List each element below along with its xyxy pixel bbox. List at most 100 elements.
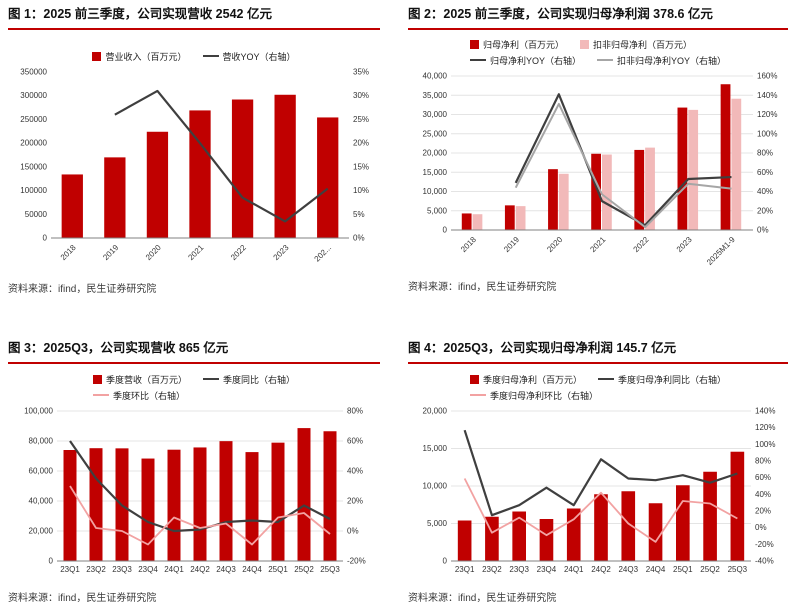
svg-text:2021: 2021 bbox=[186, 242, 205, 261]
legend-item: 季度同比（右轴） bbox=[203, 373, 295, 386]
svg-text:30%: 30% bbox=[353, 91, 369, 100]
legend-label: 扣非归母净利YOY（右轴） bbox=[617, 55, 727, 66]
svg-text:120%: 120% bbox=[755, 423, 775, 432]
svg-text:24Q4: 24Q4 bbox=[646, 565, 666, 574]
legend-item: 季度营收（百万元） bbox=[92, 373, 187, 386]
svg-text:23Q1: 23Q1 bbox=[455, 565, 475, 574]
svg-text:20,000: 20,000 bbox=[29, 526, 54, 535]
svg-text:23Q4: 23Q4 bbox=[138, 565, 158, 574]
svg-text:25Q3: 25Q3 bbox=[320, 565, 340, 574]
svg-text:25Q2: 25Q2 bbox=[294, 565, 314, 574]
svg-text:25Q1: 25Q1 bbox=[673, 565, 693, 574]
legend-swatch-icon bbox=[469, 374, 479, 384]
legend-item: 季度归母净利（百万元） bbox=[469, 373, 582, 386]
figure-3-legend: 季度营收（百万元） 季度同比（右轴） 季度环比（右轴） bbox=[92, 373, 295, 402]
legend-item: 归母净利（百万元） bbox=[469, 38, 564, 51]
figure-1-legend: 营业收入（百万元） 营收YOY（右轴） bbox=[92, 50, 296, 63]
figure-2-chart: 0 5,000 10,000 15,000 20,000 25,000 30,000 35,0… bbox=[423, 71, 778, 266]
svg-text:2022: 2022 bbox=[632, 234, 651, 253]
svg-text:200000: 200000 bbox=[20, 138, 47, 147]
svg-text:15,000: 15,000 bbox=[423, 444, 448, 453]
svg-text:23Q3: 23Q3 bbox=[509, 565, 529, 574]
legend-line-icon bbox=[203, 377, 219, 381]
legend-line-icon bbox=[202, 54, 219, 58]
legend-item: 季度归母净利同比（右轴） bbox=[598, 373, 726, 386]
svg-text:35%: 35% bbox=[353, 67, 369, 76]
legend-row: 归母净利YOY（右轴） 扣非归母净利YOY（右轴） bbox=[469, 54, 726, 67]
svg-text:24Q1: 24Q1 bbox=[564, 565, 584, 574]
svg-text:0%: 0% bbox=[757, 225, 769, 234]
svg-text:15%: 15% bbox=[353, 162, 369, 171]
figure-panel-3: 图 3：2025Q3，公司实现营收 865 亿元 季度营收（百万元） 季度同比（右… bbox=[8, 340, 380, 604]
figure-panel-2: 图 2：2025 前三季度，公司实现归母净利润 378.6 亿元 归母净利（百万… bbox=[408, 6, 788, 340]
svg-text:25Q2: 25Q2 bbox=[700, 565, 720, 574]
svg-text:2023: 2023 bbox=[675, 234, 694, 253]
svg-text:0: 0 bbox=[49, 556, 54, 565]
svg-text:0%: 0% bbox=[347, 526, 359, 535]
source-note: 资料来源：ifind，民生证券研究院 bbox=[8, 592, 157, 604]
figure-1-chart: 0 50000 100000 150000 200000 250000 300000 3500… bbox=[20, 67, 369, 264]
svg-text:50000: 50000 bbox=[25, 209, 48, 218]
svg-text:5,000: 5,000 bbox=[427, 519, 448, 528]
legend-swatch-icon bbox=[580, 39, 589, 49]
legend-label: 季度环比（右轴） bbox=[112, 390, 185, 401]
svg-text:2023: 2023 bbox=[272, 242, 291, 261]
svg-text:25%: 25% bbox=[353, 114, 369, 123]
svg-text:100,000: 100,000 bbox=[24, 406, 53, 415]
svg-text:2019: 2019 bbox=[101, 242, 120, 261]
legend-item: 季度归母净利环比（右轴） bbox=[469, 389, 598, 402]
svg-text:40,000: 40,000 bbox=[423, 71, 448, 80]
svg-text:2019: 2019 bbox=[502, 234, 521, 253]
legend-line-icon bbox=[469, 58, 486, 62]
figure-4-legend: 季度归母净利（百万元） 季度归母净利同比（右轴） 季度归母净利环比（右轴） bbox=[469, 373, 726, 402]
svg-text:2021: 2021 bbox=[588, 234, 607, 253]
legend-swatch-icon bbox=[469, 39, 479, 49]
legend-item: 归母净利YOY（右轴） bbox=[469, 54, 581, 67]
figure-4-title: 图 4：2025Q3，公司实现归母净利润 145.7 亿元 bbox=[408, 341, 677, 355]
legend-row: 季度归母净利环比（右轴） bbox=[469, 389, 598, 402]
legend-label: 季度归母净利同比（右轴） bbox=[618, 374, 727, 385]
svg-text:150000: 150000 bbox=[20, 162, 47, 171]
source-note: 资料来源：ifind，民生证券研究院 bbox=[408, 592, 557, 604]
svg-text:-20%: -20% bbox=[755, 539, 774, 548]
svg-text:250000: 250000 bbox=[20, 114, 47, 123]
figure-panel-4: 图 4：2025Q3，公司实现归母净利润 145.7 亿元 季度归母净利（百万元… bbox=[408, 340, 788, 604]
legend-row: 归母净利（百万元） 扣非归母净利（百万元） bbox=[469, 38, 692, 51]
legend-label: 营收YOY（右轴） bbox=[222, 51, 296, 62]
legend-label: 季度营收（百万元） bbox=[105, 374, 187, 385]
legend-row: 季度归母净利（百万元） 季度归母净利同比（右轴） bbox=[469, 373, 726, 386]
svg-text:80%: 80% bbox=[347, 406, 363, 415]
svg-text:20%: 20% bbox=[755, 506, 771, 515]
svg-text:140%: 140% bbox=[755, 406, 775, 415]
legend-swatch-icon bbox=[92, 374, 102, 384]
legend-label: 季度同比（右轴） bbox=[223, 374, 296, 385]
svg-text:10%: 10% bbox=[353, 186, 369, 195]
figure-panel-1: 图 1：2025 前三季度，公司实现营收 2542 亿元 营业收入（百万元） 营收… bbox=[8, 6, 380, 340]
svg-text:300000: 300000 bbox=[20, 91, 47, 100]
svg-text:2018: 2018 bbox=[459, 234, 478, 253]
legend-label: 季度归母净利环比（右轴） bbox=[489, 390, 598, 401]
svg-text:202...: 202... bbox=[313, 243, 334, 264]
svg-text:0: 0 bbox=[443, 556, 448, 565]
svg-text:23Q2: 23Q2 bbox=[482, 565, 502, 574]
legend-item: 扣非归母净利YOY（右轴） bbox=[597, 54, 726, 67]
svg-text:20%: 20% bbox=[757, 206, 773, 215]
svg-text:10,000: 10,000 bbox=[423, 187, 448, 196]
svg-text:0%: 0% bbox=[353, 233, 365, 242]
legend-row: 营业收入（百万元） 营收YOY（右轴） bbox=[92, 50, 296, 63]
svg-text:100%: 100% bbox=[757, 129, 777, 138]
svg-text:80%: 80% bbox=[757, 148, 773, 157]
svg-text:24Q3: 24Q3 bbox=[216, 565, 236, 574]
figure-4-chart: 0 5,000 10,000 15,000 20,000 -40% -20% 0% 20% 40%… bbox=[423, 406, 776, 574]
svg-text:25,000: 25,000 bbox=[423, 129, 448, 138]
legend-line-icon bbox=[92, 393, 109, 397]
legend-item: 扣非归母净利（百万元） bbox=[580, 38, 692, 51]
svg-text:0: 0 bbox=[43, 233, 48, 242]
legend-swatch-icon bbox=[92, 51, 102, 61]
svg-text:25Q1: 25Q1 bbox=[268, 565, 288, 574]
legend-line-icon bbox=[597, 58, 613, 62]
source-note: 资料来源：ifind，民生证券研究院 bbox=[8, 283, 157, 295]
legend-row: 季度营收（百万元） 季度同比（右轴） bbox=[92, 373, 295, 386]
svg-text:24Q1: 24Q1 bbox=[164, 565, 184, 574]
svg-text:120%: 120% bbox=[757, 110, 777, 119]
